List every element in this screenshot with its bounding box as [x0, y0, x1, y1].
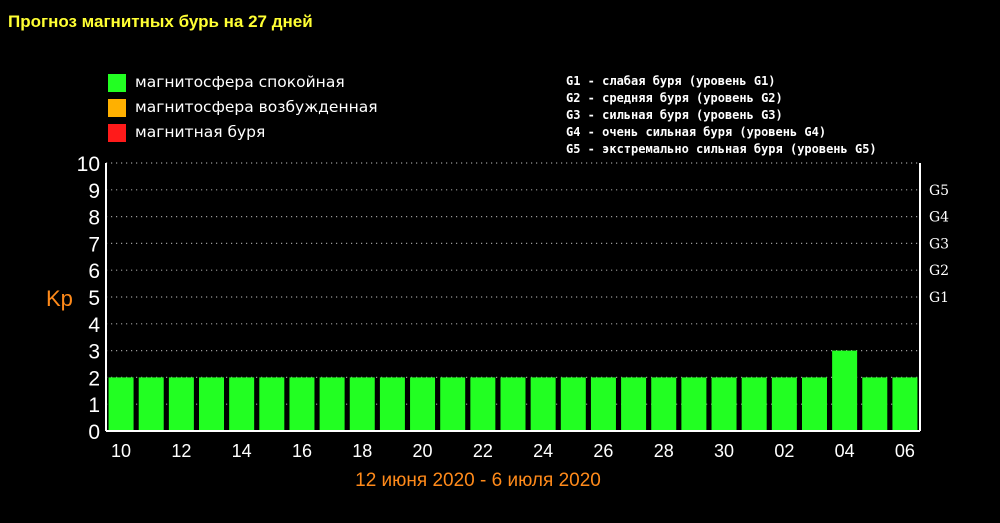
- y-tick-label: 7: [88, 233, 100, 256]
- bar: [711, 377, 737, 430]
- storm-level-g1: G1 - слабая буря (уровень G1): [566, 74, 776, 88]
- x-tick-label: 24: [533, 441, 553, 461]
- bar: [199, 377, 225, 430]
- y-tick-label: 4: [88, 314, 100, 337]
- x-tick-label: 30: [714, 441, 734, 461]
- bar: [289, 377, 315, 430]
- bar: [379, 377, 405, 430]
- legend-swatch-storm: [108, 124, 126, 142]
- x-tick-label: 18: [352, 441, 372, 461]
- storm-level-g2: G2 - средняя буря (уровень G2): [566, 91, 783, 105]
- storm-level-g5: G5 - экстремально сильная буря (уровень …: [566, 142, 877, 156]
- y-axis-label: Kp: [46, 286, 73, 311]
- y-tick-label: 0: [88, 421, 100, 444]
- right-axis-label: G3: [929, 236, 949, 252]
- bar: [259, 377, 285, 430]
- bar: [651, 377, 677, 430]
- right-axis-label: G5: [929, 183, 949, 199]
- bar: [319, 377, 345, 430]
- bar: [590, 377, 616, 430]
- bar: [138, 377, 164, 430]
- date-range: 12 июня 2020 - 6 июля 2020: [355, 470, 601, 491]
- y-tick-label: 1: [88, 394, 100, 417]
- bar: [410, 377, 436, 430]
- x-tick-label: 16: [292, 441, 312, 461]
- bar: [500, 377, 526, 430]
- x-tick-label: 10: [111, 441, 131, 461]
- bar: [681, 377, 707, 430]
- bar: [832, 350, 858, 430]
- bar: [470, 377, 496, 430]
- bar: [440, 377, 466, 430]
- legend-swatch-quiet: [108, 74, 126, 92]
- right-axis-label: G4: [929, 210, 949, 226]
- x-tick-label: 06: [895, 441, 915, 461]
- bar: [862, 377, 888, 430]
- bar: [349, 377, 375, 430]
- legend-swatch-excited: [108, 99, 126, 117]
- bar: [892, 377, 918, 430]
- x-tick-label: 14: [232, 441, 252, 461]
- x-tick-label: 02: [774, 441, 794, 461]
- legend-label: магнитная буря: [135, 123, 266, 141]
- right-axis-label: G2: [929, 263, 949, 279]
- bar: [560, 377, 586, 430]
- y-tick-label: 9: [88, 180, 100, 203]
- y-tick-label: 10: [77, 153, 100, 176]
- x-tick-label: 20: [413, 441, 433, 461]
- y-tick-label: 5: [88, 287, 100, 310]
- x-tick-label: 04: [835, 441, 855, 461]
- x-tick-label: 22: [473, 441, 493, 461]
- x-tick-label: 28: [654, 441, 674, 461]
- x-tick-label: 26: [593, 441, 613, 461]
- y-tick-label: 6: [88, 260, 100, 283]
- bar: [741, 377, 767, 430]
- y-tick-label: 8: [88, 207, 100, 230]
- bar: [168, 377, 194, 430]
- storm-level-legend: G1 - слабая буря (уровень G1) G2 - средн…: [566, 73, 877, 158]
- y-tick-label: 2: [88, 367, 100, 390]
- storm-level-g4: G4 - очень сильная буря (уровень G4): [566, 125, 827, 139]
- bar: [530, 377, 556, 430]
- chart-title: Прогноз магнитных бурь на 27 дней: [8, 12, 313, 31]
- bar: [229, 377, 255, 430]
- storm-level-g3: G3 - сильная буря (уровень G3): [566, 108, 783, 122]
- y-tick-label: 3: [88, 341, 100, 364]
- right-axis-label: G1: [929, 290, 949, 306]
- bar: [621, 377, 647, 430]
- legend-label: магнитосфера возбужденная: [135, 98, 378, 116]
- bar: [771, 377, 797, 430]
- legend-label: магнитосфера спокойная: [135, 73, 345, 91]
- bar: [108, 377, 134, 430]
- bar: [801, 377, 827, 430]
- x-tick-label: 12: [171, 441, 191, 461]
